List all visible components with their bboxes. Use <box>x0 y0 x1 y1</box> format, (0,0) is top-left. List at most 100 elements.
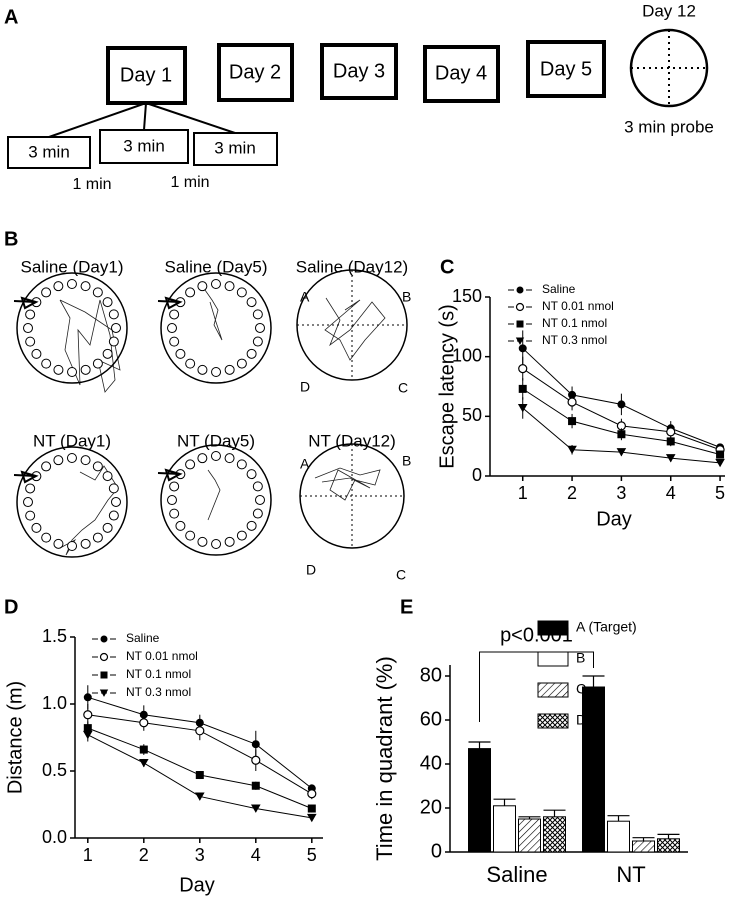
legend-marker <box>516 286 524 294</box>
quadrant-label: D <box>300 379 310 395</box>
pool-hole <box>252 481 263 492</box>
quadrant-lines <box>300 444 404 548</box>
pool-hole <box>185 287 196 298</box>
trial-box <box>99 129 189 164</box>
marker <box>251 781 260 790</box>
pool-hole <box>167 323 178 334</box>
marker <box>307 813 317 823</box>
marker <box>251 740 260 749</box>
pool-hole <box>41 532 52 543</box>
bar <box>607 820 630 853</box>
quadrant-label: D <box>306 562 316 578</box>
quadrant-lines <box>631 30 707 106</box>
x-axis-label: Day <box>179 874 215 896</box>
trial-text: 3 min <box>28 142 70 161</box>
pool-hole <box>236 287 247 298</box>
pool-hole <box>185 358 196 369</box>
marker <box>567 397 577 407</box>
pool-hole <box>167 495 178 506</box>
day-text: Day 4 <box>435 62 487 84</box>
pool-hole <box>41 461 52 472</box>
pool-hole <box>252 336 263 347</box>
pool <box>16 272 128 384</box>
bar <box>468 748 491 853</box>
protocol-diagram: Day 1 Day 2 Day 3 Day 4 Day 5 Day 12 3 m… <box>7 1 714 193</box>
legend-marker <box>100 671 108 679</box>
legend-marker <box>515 302 525 312</box>
bar <box>632 840 655 853</box>
marker <box>195 792 205 801</box>
x-axis-label: Day <box>596 508 632 530</box>
pool-hole <box>197 364 208 375</box>
pool <box>160 272 272 384</box>
pool-hole <box>25 510 36 521</box>
panel-label: C <box>440 256 454 278</box>
pool-hole <box>246 520 257 531</box>
pool-hole <box>169 481 180 492</box>
marker <box>617 430 626 439</box>
pool-hole <box>246 297 257 308</box>
pool-hole <box>25 336 36 347</box>
marker <box>666 437 675 446</box>
legend-label: NT 0.01 nmol <box>126 649 198 663</box>
start-arrow <box>157 468 183 482</box>
legend-label: Saline <box>126 631 160 645</box>
track-title: NT (Day1) <box>33 431 111 450</box>
pool-hole <box>197 453 208 464</box>
pool-hole <box>53 281 64 292</box>
y-tick-label: 0.5 <box>42 760 67 780</box>
pool-hole <box>23 323 34 334</box>
panel-label: B <box>4 228 18 250</box>
bar <box>543 816 566 853</box>
pool-hole <box>110 322 121 333</box>
x-tick-label: 2 <box>139 845 149 865</box>
legend-label: B <box>576 650 585 666</box>
x-tick-label: NT <box>616 862 645 887</box>
track-title: NT (Day12) <box>308 431 396 450</box>
legend-marker <box>99 652 109 662</box>
legend-label: C <box>576 681 586 697</box>
pool <box>160 444 272 556</box>
legend-label: Saline <box>542 282 576 296</box>
x-tick-label: 4 <box>666 483 676 503</box>
y-axis-label: Time in quadrant (%) <box>372 656 397 861</box>
annotation: p<0.001 <box>500 624 573 646</box>
quadrant-label: C <box>396 567 406 583</box>
pool-hole <box>67 541 78 551</box>
start-arrow <box>13 470 39 484</box>
y-tick-label: 1.5 <box>42 626 67 646</box>
quadrant-label: B <box>402 453 411 469</box>
marker <box>666 427 676 437</box>
pool-hole <box>102 471 113 482</box>
trial-text: 3 min <box>214 138 256 157</box>
pool-hole <box>102 348 113 359</box>
pool-hole <box>66 453 77 464</box>
y-tick-label: 50 <box>462 405 482 425</box>
pool-hole <box>25 483 36 494</box>
legend-label: A (Target) <box>576 619 637 635</box>
pool-hole <box>23 497 34 508</box>
panel-label: D <box>4 596 18 618</box>
legend-marker <box>100 635 108 643</box>
bar <box>518 818 541 853</box>
legend-label: NT 0.01 nmol <box>542 299 614 313</box>
pool-hole <box>236 459 247 470</box>
swim-track <box>314 467 381 501</box>
pool-hole <box>210 279 221 290</box>
pool-hole <box>80 281 91 292</box>
day-text: Day 1 <box>120 64 172 86</box>
marker <box>251 755 261 765</box>
quadrant-lines <box>297 270 407 380</box>
legend-marker <box>516 320 524 328</box>
pool-hole <box>236 530 247 541</box>
panel-label: A <box>4 6 18 28</box>
day-box <box>217 43 294 102</box>
connector <box>48 102 236 138</box>
legend-swatch <box>537 713 569 729</box>
marker <box>518 364 528 374</box>
pool-hole <box>224 536 235 547</box>
significance-bracket <box>479 651 594 722</box>
marker <box>568 417 577 426</box>
y-tick-label: 0.0 <box>42 827 67 847</box>
pool-hole <box>197 281 208 292</box>
